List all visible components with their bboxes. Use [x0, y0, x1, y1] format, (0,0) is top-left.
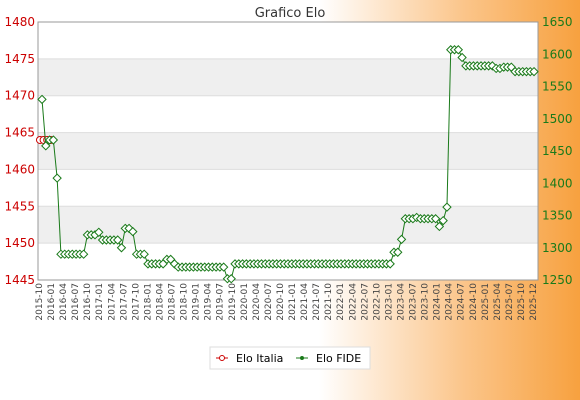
- x-tick-label: 2021-01: [288, 283, 298, 321]
- y-left-tick-label: 1475: [4, 52, 35, 66]
- plot-band: [38, 22, 538, 59]
- x-tick-label: 2025-01: [481, 283, 491, 321]
- y-left-tick-label: 1450: [4, 236, 35, 250]
- x-tick-label: 2021-10: [324, 283, 334, 321]
- y-right-tick-label: 1550: [542, 80, 573, 94]
- data-point-elo-fide: [112, 235, 123, 245]
- plot-band: [38, 132, 538, 170]
- y-right-tick-label: 1300: [542, 241, 573, 255]
- plot-band: [38, 206, 538, 244]
- x-tick-label: 2023-07: [409, 283, 419, 321]
- plot-band: [38, 58, 538, 96]
- x-tick-label: 2015-10: [35, 283, 45, 321]
- x-tick-label: 2024-04: [445, 283, 455, 321]
- x-tick-label: 2017-04: [107, 283, 117, 321]
- y-right-tick-label: 1400: [542, 176, 573, 190]
- y-right-tick-label: 1600: [542, 47, 573, 61]
- data-point-elo-fide: [52, 173, 62, 183]
- data-point-elo-fide: [48, 135, 59, 145]
- x-tick-label: 2020-07: [264, 283, 274, 321]
- data-point-elo-fide: [393, 247, 403, 257]
- x-tick-label: 2017-01: [95, 283, 105, 321]
- data-point-elo-fide: [396, 234, 407, 245]
- y-right-tick-label: 1350: [542, 209, 573, 223]
- y-left-tick-label: 1455: [4, 199, 35, 213]
- y-right-tick-label: 1450: [542, 144, 573, 158]
- plot-frame: [37, 21, 539, 281]
- x-tick-label: 2019-07: [216, 283, 226, 321]
- x-tick-label: 2022-10: [372, 283, 382, 321]
- data-point-elo-fide: [434, 221, 445, 232]
- y-left-tick-label: 1460: [4, 162, 35, 176]
- x-tick-label: 2018-07: [168, 283, 178, 321]
- x-tick-label: 2025-07: [505, 283, 515, 321]
- x-tick-label: 2019-01: [192, 283, 202, 321]
- y-left-tick-label: 1480: [4, 15, 35, 29]
- legend-label-elo-italia: Elo Italia: [236, 352, 283, 365]
- x-tick-label: 2019-04: [204, 283, 214, 321]
- data-point-elo-fide: [430, 214, 441, 224]
- x-tick-label: 2016-01: [47, 283, 57, 321]
- x-tick-label: 2021-07: [312, 283, 322, 321]
- x-tick-label: 2023-01: [384, 283, 394, 321]
- legend-box: [209, 346, 371, 370]
- x-tick-label: 2024-01: [433, 283, 443, 321]
- data-point-elo-fide: [226, 274, 236, 284]
- data-point-elo-fide: [385, 259, 395, 269]
- x-tick-label: 2019-10: [228, 283, 238, 321]
- data-point-elo-fide: [218, 262, 229, 272]
- y-left-tick-label: 1465: [4, 126, 35, 140]
- data-point-elo-fide: [457, 52, 467, 63]
- data-point-elo-fide: [529, 66, 539, 77]
- x-tick-label: 2022-01: [336, 283, 346, 321]
- data-point-elo-fide: [128, 226, 138, 237]
- x-tick-label: 2024-07: [457, 283, 467, 321]
- x-tick-label: 2022-07: [360, 283, 370, 321]
- x-tick-label: 2023-10: [421, 283, 431, 321]
- data-point-elo-fide: [41, 141, 51, 151]
- data-point-elo-fide: [94, 227, 104, 237]
- x-tick-label: 2025-04: [493, 283, 503, 321]
- x-tick-label: 2020-04: [252, 283, 262, 321]
- x-tick-label: 2023-04: [396, 283, 406, 321]
- x-tick-label: 2022-04: [348, 283, 358, 321]
- y-left-tick-label: 1445: [4, 273, 35, 287]
- x-tick-label: 2018-04: [155, 283, 165, 321]
- x-tick-label: 2020-10: [276, 283, 286, 321]
- x-tick-label: 2025-10: [517, 283, 527, 321]
- chart-legend: Elo Italia Elo FIDE: [209, 346, 371, 370]
- plot-band: [38, 95, 538, 133]
- data-point-elo-fide: [438, 215, 448, 226]
- x-tick-label: 2017-10: [131, 283, 141, 321]
- data-point-elo-fide: [116, 243, 127, 253]
- x-tick-label: 2016-10: [83, 283, 93, 321]
- x-tick-label: 2024-10: [469, 283, 479, 321]
- legend-marker-elo-italia: [219, 355, 225, 361]
- chart-title: Grafico Elo: [255, 6, 326, 21]
- plot-band: [38, 169, 538, 207]
- y-right-tick-label: 1250: [542, 273, 573, 287]
- x-tick-label: 2018-01: [143, 283, 153, 321]
- x-tick-label: 2025-12: [529, 283, 539, 321]
- data-point-elo-fide: [78, 249, 89, 259]
- data-point-elo-fide: [139, 249, 149, 259]
- x-tick-label: 2021-04: [300, 283, 310, 321]
- legend-marker-elo-fide: [300, 356, 304, 360]
- data-point-elo-fide: [442, 202, 452, 212]
- x-tick-label: 2016-07: [71, 283, 81, 321]
- y-left-tick-label: 1470: [4, 89, 35, 103]
- data-point-elo-fide: [453, 45, 464, 55]
- data-point-elo-fide: [37, 94, 47, 105]
- x-tick-label: 2018-10: [180, 283, 190, 321]
- x-tick-label: 2016-04: [59, 283, 69, 321]
- x-tick-label: 2017-07: [119, 283, 129, 321]
- x-tick-label: 2020-01: [240, 283, 250, 321]
- y-right-tick-label: 1500: [542, 112, 573, 126]
- legend-label-elo-fide: Elo FIDE: [316, 352, 361, 365]
- y-right-tick-label: 1650: [542, 15, 573, 29]
